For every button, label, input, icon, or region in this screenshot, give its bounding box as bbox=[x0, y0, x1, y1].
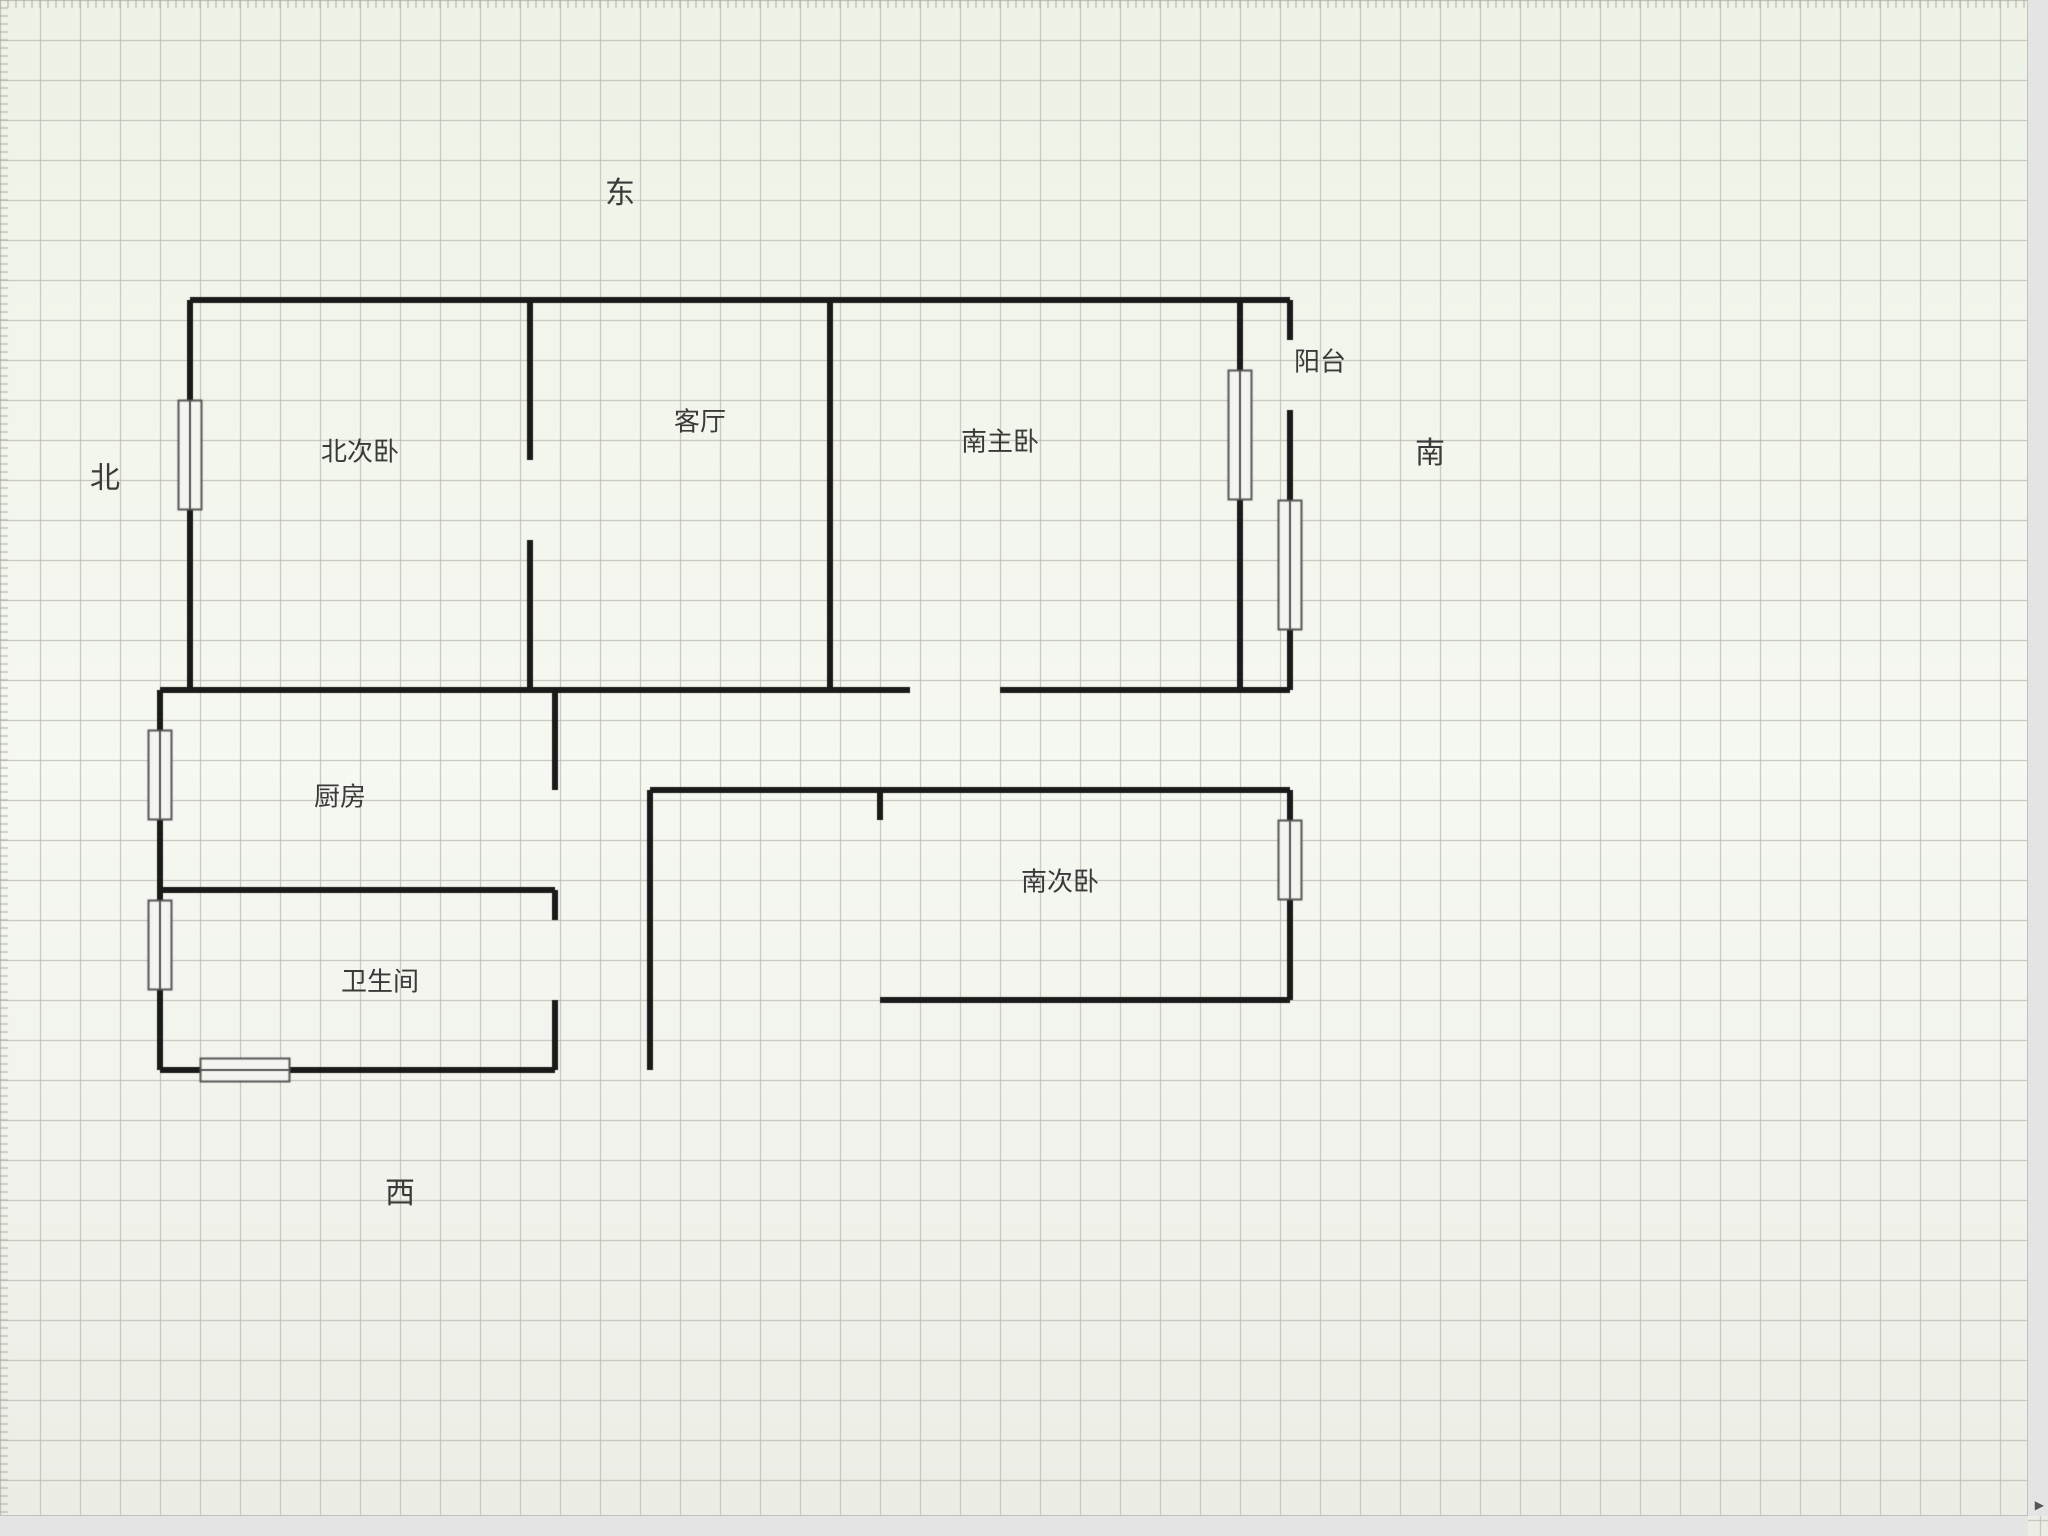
room-label: 北次卧 bbox=[321, 432, 399, 469]
vertical-scrollbar[interactable] bbox=[2027, 0, 2048, 1516]
compass-label: 西 bbox=[385, 1168, 415, 1212]
scroll-right-arrow-icon[interactable]: ▶ bbox=[2035, 1498, 2044, 1512]
room-label: 南次卧 bbox=[1021, 862, 1099, 899]
room-label: 卫生间 bbox=[341, 962, 419, 999]
room-label: 阳台 bbox=[1294, 342, 1346, 379]
compass-label: 东 bbox=[605, 168, 635, 212]
room-label: 厨房 bbox=[314, 777, 366, 814]
horizontal-scrollbar[interactable] bbox=[0, 1515, 2028, 1536]
compass-label: 南 bbox=[1415, 428, 1445, 472]
room-label: 客厅 bbox=[674, 402, 726, 439]
room-label: 南主卧 bbox=[961, 422, 1039, 459]
compass-label: 北 bbox=[90, 453, 120, 497]
floorplan-canvas bbox=[0, 0, 2048, 1536]
